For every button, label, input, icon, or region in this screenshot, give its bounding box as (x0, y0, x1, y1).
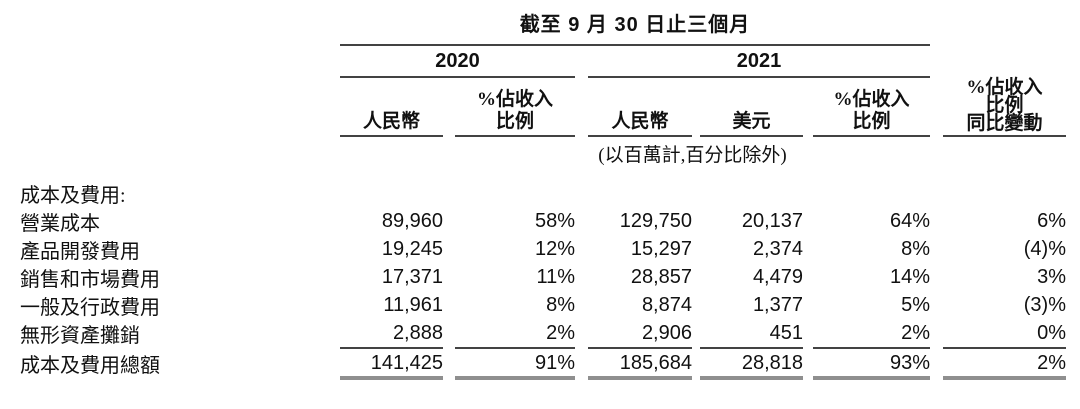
cell-usd-2021: 451 (769, 322, 803, 344)
row-label: 無形資產攤銷 (20, 325, 140, 347)
cell-rmb-2020: 17,371 (381, 266, 443, 288)
column-header-row: 人民幣 %佔收入 比例 人民幣 美元 %佔收入 比例 %佔收入 比例 同比變動 (0, 78, 1066, 137)
section-header-row: 成本及費用: (0, 179, 1066, 207)
cell-usd-2021: 1,377 (752, 294, 803, 316)
period-title: 截至 9 月 30 日止三個月 (340, 2, 930, 46)
header-pct-2020-line1: %佔收入 (476, 89, 553, 110)
cell-pct-2021: 64% (889, 210, 930, 232)
cell-pct-2021: 8% (901, 238, 930, 260)
row-label: 產品開發費用 (20, 241, 140, 263)
row-label: 營業成本 (20, 213, 100, 235)
cell-rmb-2021: 15,297 (630, 238, 692, 260)
cell-rmb-2021: 2,906 (641, 322, 692, 344)
cell-pct-2020: 8% (546, 294, 575, 316)
cell-yoy: (4)% (1023, 238, 1066, 260)
table-row-intangible-amortization: 無形資產攤銷 2,888 2% 2,906 451 2% 0% (0, 319, 1066, 347)
column-group-2021: 2021 (588, 46, 930, 78)
cell-yoy: 0% (1037, 322, 1066, 344)
cell-pct-2020: 11% (536, 266, 575, 288)
column-group-2020: 2020 (340, 46, 575, 78)
header-yoy-line2: 比例 (985, 95, 1024, 116)
header-pct-2021-line1: %佔收入 (833, 89, 910, 110)
cell-rmb-2020: 19,245 (381, 238, 443, 260)
header-yoy-change: %佔收入 比例 同比變動 (943, 78, 1066, 137)
year-group-row: 2020 2021 (0, 46, 1066, 78)
cell-usd-2021: 20,137 (741, 210, 803, 232)
total-yoy: 2% (943, 347, 1066, 380)
cell-pct-2020: 58% (534, 210, 575, 232)
header-pct-2020: %佔收入 比例 (455, 78, 575, 137)
spacer (0, 169, 1066, 179)
cell-pct-2020: 12% (534, 238, 575, 260)
header-usd-2021: 美元 (700, 78, 803, 137)
header-yoy-line3: 同比變動 (966, 113, 1043, 134)
cell-rmb-2021: 129,750 (619, 210, 692, 232)
header-pct-2021: %佔收入 比例 (813, 78, 930, 137)
cell-pct-2021: 5% (901, 294, 930, 316)
header-rmb-2020: 人民幣 (340, 78, 443, 137)
section-label: 成本及費用: (20, 185, 126, 207)
period-title-row: 截至 9 月 30 日止三個月 (0, 2, 1066, 46)
total-label: 成本及費用總額 (20, 355, 160, 377)
row-label: 銷售和市場費用 (20, 269, 160, 291)
cell-pct-2020: 2% (546, 322, 575, 344)
row-label: 一般及行政費用 (20, 297, 160, 319)
cell-rmb-2021: 8,874 (641, 294, 692, 316)
total-pct-2021: 93% (813, 347, 930, 380)
cell-pct-2021: 14% (889, 266, 930, 288)
table-row-operating-costs: 營業成本 89,960 58% 129,750 20,137 64% 6% (0, 207, 1066, 235)
header-pct-2020-line2: 比例 (495, 111, 534, 132)
header-rmb-2021: 人民幣 (588, 78, 692, 137)
table-row-product-development: 產品開發費用 19,245 12% 15,297 2,374 8% (4)% (0, 235, 1066, 263)
total-rmb-2021: 185,684 (588, 347, 692, 380)
total-pct-2020: 91% (455, 347, 575, 380)
cell-yoy: 3% (1037, 266, 1066, 288)
cell-usd-2021: 4,479 (752, 266, 803, 288)
cell-usd-2021: 2,374 (752, 238, 803, 260)
table-row-total: 成本及費用總額 141,425 91% 185,684 28,818 93% 2… (0, 347, 1066, 380)
cell-yoy: 6% (1037, 210, 1066, 232)
cell-rmb-2020: 89,960 (381, 210, 443, 232)
unit-note: (以百萬計,百分比除外) (598, 144, 787, 166)
header-pct-2021-line2: 比例 (852, 111, 891, 132)
total-rmb-2020: 141,425 (340, 347, 443, 380)
cell-pct-2021: 2% (901, 322, 930, 344)
table-row-general-admin: 一般及行政費用 11,961 8% 8,874 1,377 5% (3)% (0, 291, 1066, 319)
unit-note-row: (以百萬計,百分比除外) (0, 137, 1066, 169)
header-yoy-line1: %佔收入 (966, 77, 1043, 98)
cell-rmb-2020: 11,961 (383, 294, 443, 316)
cell-rmb-2020: 2,888 (392, 322, 443, 344)
table-row-sales-marketing: 銷售和市場費用 17,371 11% 28,857 4,479 14% 3% (0, 263, 1066, 291)
cell-yoy: (3)% (1023, 294, 1066, 316)
total-usd-2021: 28,818 (700, 347, 803, 380)
cell-rmb-2021: 28,857 (630, 266, 692, 288)
